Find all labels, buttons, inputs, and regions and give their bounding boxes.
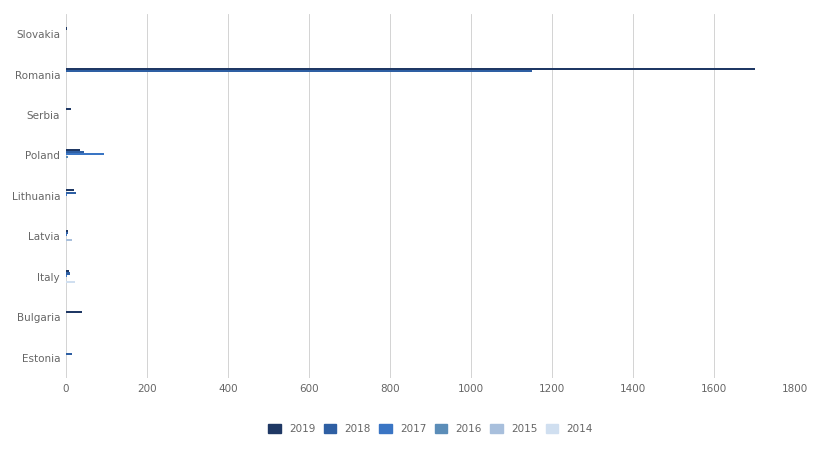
Bar	[66, 311, 82, 313]
Bar	[66, 281, 75, 284]
Bar	[66, 232, 68, 234]
Legend: 2019, 2018, 2017, 2016, 2015, 2014: 2019, 2018, 2017, 2016, 2015, 2014	[264, 420, 596, 438]
Bar	[66, 68, 754, 70]
Bar	[66, 151, 84, 153]
Bar	[66, 192, 76, 194]
Bar	[66, 189, 74, 191]
Bar	[66, 28, 67, 30]
Bar	[66, 154, 104, 155]
Bar	[66, 272, 70, 275]
Bar	[66, 239, 71, 241]
Bar	[66, 149, 79, 151]
Bar	[66, 194, 67, 196]
Bar	[66, 270, 69, 272]
Bar	[66, 70, 532, 72]
Bar	[66, 230, 67, 232]
Bar	[66, 354, 72, 355]
Bar	[66, 108, 71, 111]
Bar	[66, 155, 68, 158]
